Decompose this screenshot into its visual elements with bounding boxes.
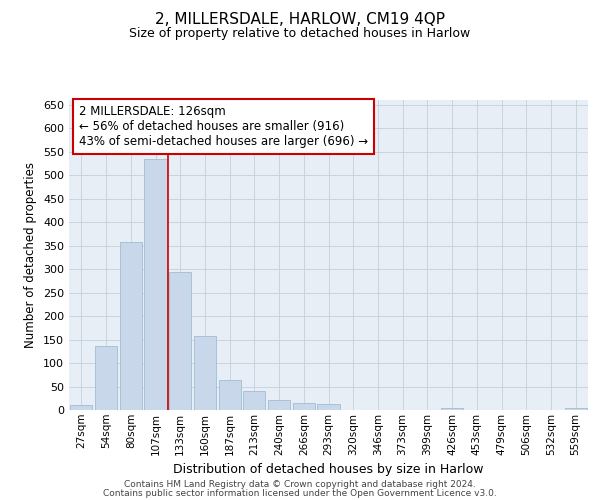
Bar (194, 336, 216, 410)
Bar (169, 272, 191, 410)
Bar (95, 346, 117, 410)
Bar (145, 158, 167, 410)
Text: 2, MILLERSDALE, HARLOW, CM19 4QP: 2, MILLERSDALE, HARLOW, CM19 4QP (155, 12, 445, 28)
Bar (243, 391, 265, 410)
Bar (70, 406, 92, 410)
Bar (441, 408, 463, 410)
Bar (565, 408, 587, 410)
Text: 2 MILLERSDALE: 126sqm
← 56% of detached houses are smaller (916)
43% of semi-det: 2 MILLERSDALE: 126sqm ← 56% of detached … (79, 104, 368, 148)
Text: Contains public sector information licensed under the Open Government Licence v3: Contains public sector information licen… (103, 488, 497, 498)
Bar (218, 380, 241, 410)
Bar (293, 403, 315, 410)
Bar (268, 400, 290, 410)
Text: Contains HM Land Registry data © Crown copyright and database right 2024.: Contains HM Land Registry data © Crown c… (124, 480, 476, 489)
Bar (119, 242, 142, 410)
Text: Size of property relative to detached houses in Harlow: Size of property relative to detached ho… (130, 28, 470, 40)
X-axis label: Distribution of detached houses by size in Harlow: Distribution of detached houses by size … (173, 463, 484, 476)
Y-axis label: Number of detached properties: Number of detached properties (25, 162, 37, 348)
Bar (317, 404, 340, 410)
